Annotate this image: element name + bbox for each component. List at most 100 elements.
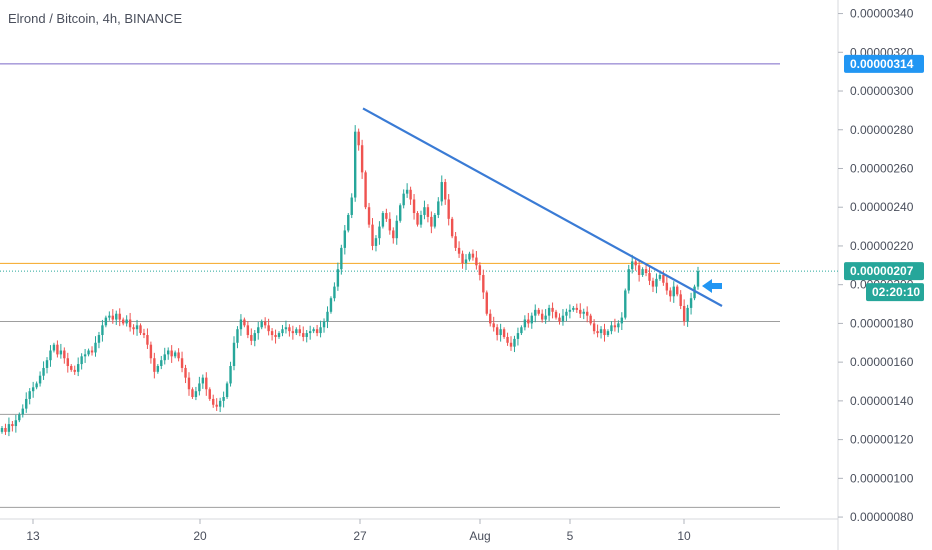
candle-body bbox=[357, 131, 360, 146]
candle-body bbox=[513, 338, 516, 347]
candle-body bbox=[392, 230, 395, 239]
candle-body bbox=[115, 313, 118, 320]
candle-body bbox=[637, 265, 641, 275]
candle-body bbox=[430, 216, 433, 227]
candle-body bbox=[575, 307, 579, 310]
candle-body bbox=[111, 315, 115, 320]
candle-body bbox=[14, 420, 18, 427]
price-tick-label: 0.00000280 bbox=[850, 123, 914, 137]
price-tick-label: 0.00000120 bbox=[850, 433, 914, 447]
candle-body bbox=[322, 321, 326, 328]
candle-body bbox=[80, 356, 83, 365]
candle-body bbox=[66, 358, 69, 367]
candle-body bbox=[45, 360, 49, 368]
candle-body bbox=[547, 307, 551, 316]
candle-body bbox=[572, 307, 575, 310]
countdown-label: 02:20:10 bbox=[872, 285, 920, 299]
price-tags: 0.00000314 0.00000207 02:20:10 bbox=[844, 54, 924, 302]
candle-body bbox=[499, 329, 502, 336]
candle-body bbox=[669, 290, 672, 297]
candle-body bbox=[419, 214, 423, 225]
candle-body bbox=[253, 333, 256, 341]
candle-body bbox=[288, 327, 291, 332]
candle-body bbox=[475, 257, 478, 266]
price-tick-label: 0.00000100 bbox=[850, 471, 914, 485]
time-tick-label: 27 bbox=[353, 529, 367, 543]
candle-body bbox=[128, 319, 132, 328]
candle-body bbox=[606, 331, 610, 336]
candle-body bbox=[478, 265, 482, 275]
candle-body bbox=[73, 369, 76, 372]
candle-body bbox=[651, 280, 655, 287]
candle-body bbox=[371, 224, 374, 246]
candle-body bbox=[454, 236, 457, 248]
candle-body bbox=[582, 311, 585, 314]
candle-body bbox=[506, 336, 509, 343]
candle-body bbox=[676, 286, 679, 295]
candle-body bbox=[232, 342, 236, 367]
time-tick-label: Aug bbox=[469, 529, 490, 543]
candle-body bbox=[312, 329, 315, 332]
time-tick-label: 10 bbox=[677, 529, 691, 543]
candle-body bbox=[336, 269, 340, 287]
candle-body bbox=[42, 367, 45, 376]
candle-body bbox=[540, 313, 544, 320]
time-tick-label: 20 bbox=[193, 529, 207, 543]
time-axis-ticks: 13 20 27 Aug 5 10 bbox=[26, 519, 691, 543]
candle-body bbox=[554, 311, 558, 318]
candle-body bbox=[180, 358, 184, 368]
candle-body bbox=[416, 213, 419, 225]
candle-body bbox=[59, 350, 63, 355]
candle-body bbox=[305, 333, 308, 337]
candle-body bbox=[516, 333, 520, 339]
candle-body bbox=[471, 253, 475, 258]
candle-body bbox=[596, 331, 599, 334]
candle-body bbox=[402, 193, 405, 206]
candle-body bbox=[353, 131, 357, 198]
candle-body bbox=[315, 329, 319, 334]
candle-body bbox=[173, 352, 177, 357]
candle-body bbox=[343, 230, 347, 248]
candle-body bbox=[167, 350, 170, 355]
candle-body bbox=[260, 321, 263, 328]
candle-body bbox=[399, 205, 402, 221]
candle-body bbox=[246, 325, 250, 336]
price-tick-label: 0.00000340 bbox=[850, 7, 914, 21]
candle-body bbox=[194, 391, 198, 397]
candle-body bbox=[644, 269, 648, 274]
candle-body bbox=[187, 377, 191, 390]
trendline-group[interactable] bbox=[362, 107, 723, 307]
descending-trendline[interactable] bbox=[362, 107, 723, 307]
candle-body bbox=[263, 321, 267, 326]
candle-body bbox=[350, 197, 353, 215]
price-tag-label: 0.00000314 bbox=[850, 57, 914, 71]
candle-body bbox=[599, 329, 603, 334]
candle-body bbox=[329, 298, 333, 312]
candle-body bbox=[433, 214, 437, 227]
price-tag bbox=[844, 54, 924, 73]
candle-body bbox=[340, 247, 343, 270]
candle-body bbox=[364, 172, 367, 208]
candle-body bbox=[135, 325, 139, 330]
price-tick-label: 0.00000180 bbox=[850, 316, 914, 330]
candles bbox=[0, 125, 700, 437]
candle-body bbox=[468, 253, 471, 260]
candle-body bbox=[28, 391, 31, 399]
candle-body bbox=[104, 317, 108, 326]
candle-body bbox=[7, 424, 11, 432]
price-tag bbox=[844, 262, 924, 281]
candle-body bbox=[627, 269, 630, 291]
symbol-title: Elrond / Bitcoin, 4h, BINANCE bbox=[8, 11, 182, 26]
price-tick-label: 0.00000160 bbox=[850, 355, 914, 369]
candle-body bbox=[385, 213, 388, 219]
candle-body bbox=[250, 335, 253, 341]
candle-body bbox=[489, 313, 492, 324]
candle-body bbox=[585, 311, 589, 316]
candle-body bbox=[409, 189, 412, 200]
candle-body bbox=[291, 331, 295, 334]
candle-body bbox=[191, 389, 194, 397]
candle-body bbox=[648, 273, 651, 281]
candle-body bbox=[11, 424, 14, 427]
